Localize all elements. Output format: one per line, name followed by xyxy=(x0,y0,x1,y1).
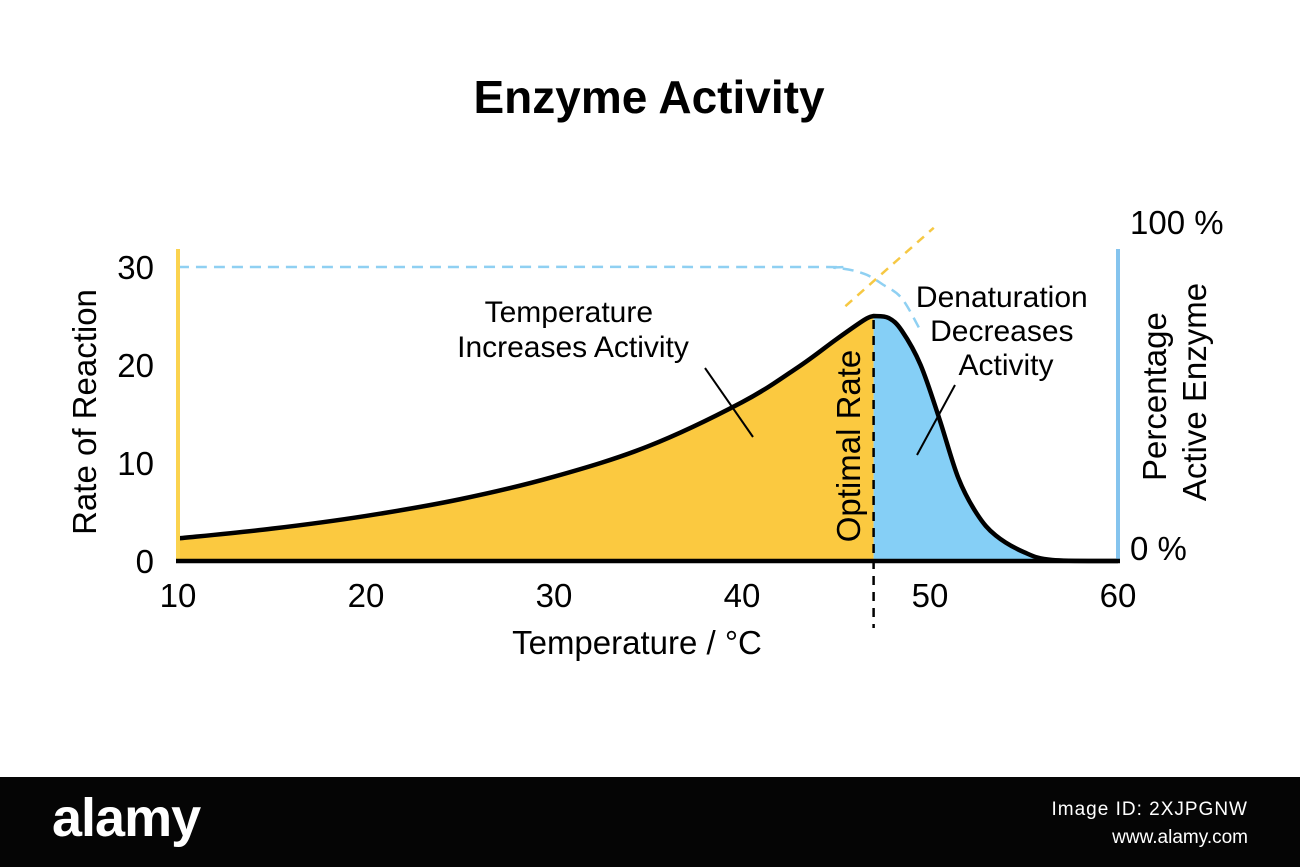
annotation-2-line-1: Denaturation xyxy=(916,281,1088,314)
series-area-1 xyxy=(873,316,1118,562)
annotation-2-line-2: Decreases xyxy=(930,315,1073,348)
y2-axis-label: Percentage Active Enzyme xyxy=(1136,283,1213,501)
dashed-trend-lines xyxy=(177,226,935,332)
chart-title: Enzyme Activity xyxy=(473,71,825,123)
site-url: www.alamy.com xyxy=(1112,827,1248,848)
annotation-temperature-increases: Temperature Increases Activity xyxy=(457,296,754,438)
activity-trend-dashed-line xyxy=(844,226,935,308)
annotation-1-line-2: Increases Activity xyxy=(457,331,689,364)
y-tick-label: 0 xyxy=(136,543,154,580)
rate-curve-line xyxy=(177,313,1119,564)
x-tick-label: 50 xyxy=(912,577,949,614)
y-tick-label: 30 xyxy=(117,249,154,286)
y2-axis-label-line-2: Active Enzyme xyxy=(1176,283,1213,501)
image-id: Image ID: 2XJPGNW xyxy=(1051,799,1248,820)
y2-tick-label: 100 % xyxy=(1130,204,1224,241)
y2-axis-label-line-1: Percentage xyxy=(1136,312,1173,481)
y-axis-label: Rate of Reaction xyxy=(66,289,103,535)
annotation-1-pointer xyxy=(704,367,754,438)
x-tick-label: 30 xyxy=(536,577,573,614)
y2-tick-label: 0 % xyxy=(1130,530,1187,567)
x-tick-label: 40 xyxy=(724,577,761,614)
x-tick-label: 20 xyxy=(348,577,385,614)
x-axis-label: Temperature / °C xyxy=(512,624,762,661)
y-tick-label: 10 xyxy=(117,445,154,482)
annotation-2-line-3: Activity xyxy=(958,349,1053,382)
annotation-denaturation-decreases: Denaturation Decreases Activity xyxy=(916,281,1096,456)
active-enzyme-dashed-line xyxy=(177,265,922,332)
plot-areas xyxy=(178,316,1118,562)
x-tick-label: 60 xyxy=(1100,577,1137,614)
annotation-1-line-1: Temperature xyxy=(485,296,653,329)
brand-logo: alamy xyxy=(52,788,201,848)
activity-curve xyxy=(177,313,1119,564)
y-tick-label: 20 xyxy=(117,347,154,384)
footer-bar: alamy Image ID: 2XJPGNW www.alamy.com xyxy=(0,777,1300,867)
svg-text:Denaturation Decreases: Denaturation Decreases Activity xyxy=(916,281,1096,382)
axes xyxy=(176,249,1120,628)
optimal-rate-label: Optimal Rate xyxy=(830,350,867,543)
annotation-2-pointer xyxy=(916,384,956,456)
svg-text:Temperature Increases Ac: Temperature Increases Activity xyxy=(457,296,689,364)
x-tick-label: 10 xyxy=(160,577,197,614)
series-area-0 xyxy=(178,316,874,561)
